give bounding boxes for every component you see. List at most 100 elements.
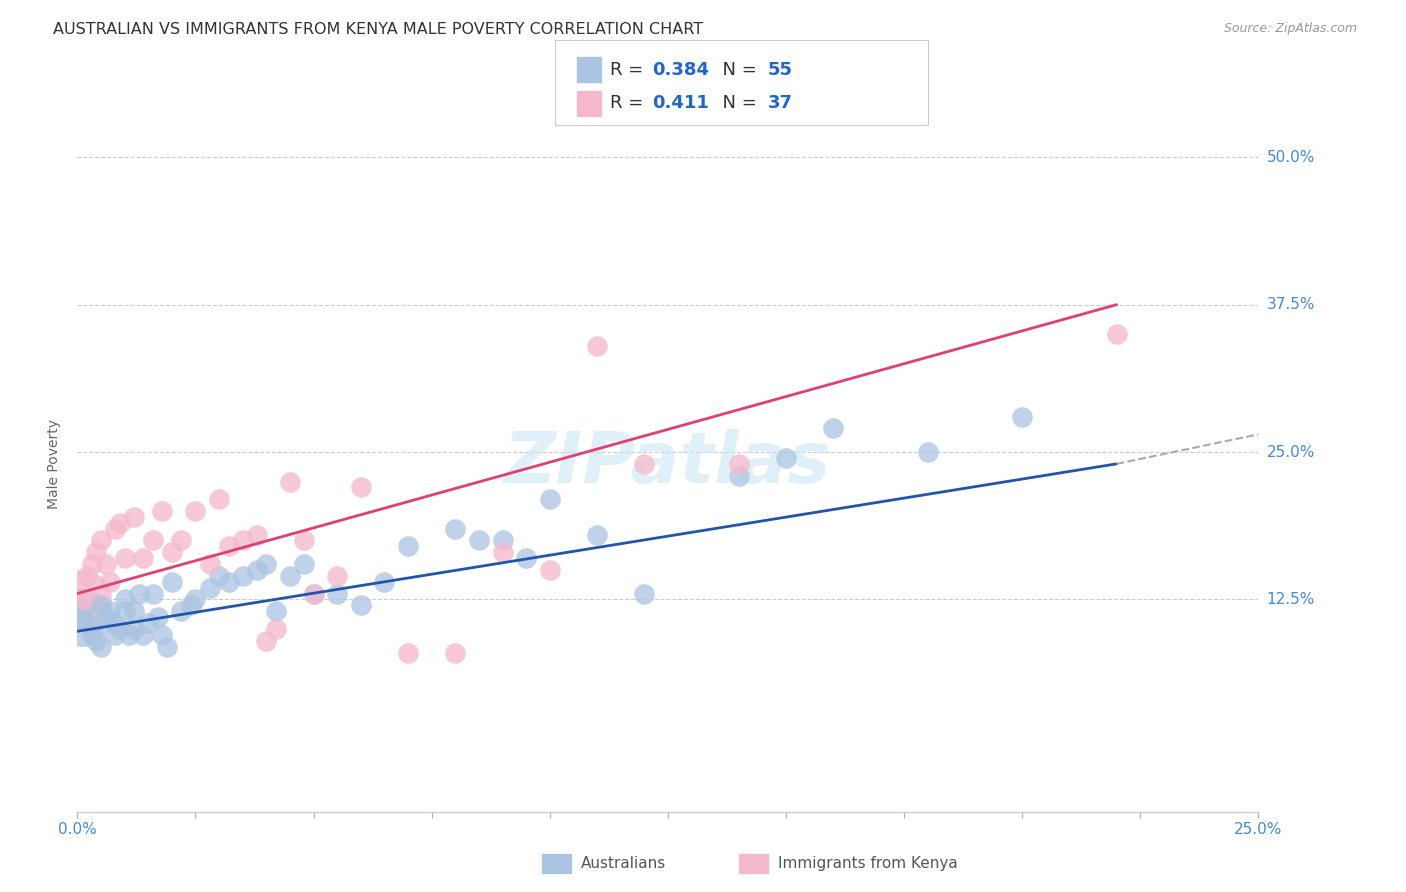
Point: [198, 557, 221, 571]
Point: [246, 527, 269, 541]
Point: [538, 492, 561, 507]
Point: [468, 533, 491, 548]
Point: [156, 640, 179, 654]
Point: [150, 504, 173, 518]
Point: [94, 610, 117, 624]
Text: ZIPatlas: ZIPatlas: [505, 429, 831, 499]
Point: [727, 457, 749, 471]
Point: [278, 475, 301, 489]
Text: 37: 37: [768, 95, 793, 112]
Point: [180, 599, 202, 613]
Point: [444, 646, 467, 660]
Point: [292, 533, 315, 548]
Text: 12.5%: 12.5%: [1267, 592, 1315, 607]
Y-axis label: Male Poverty: Male Poverty: [48, 419, 62, 508]
Point: [76, 615, 98, 630]
Point: [128, 586, 150, 600]
Point: [146, 610, 169, 624]
Point: [302, 586, 325, 600]
Point: [278, 569, 301, 583]
Point: [350, 599, 373, 613]
Point: [114, 592, 136, 607]
Point: [515, 551, 537, 566]
Point: [70, 592, 93, 607]
Text: 0.384: 0.384: [652, 61, 710, 78]
Point: [586, 527, 609, 541]
Point: [84, 545, 107, 559]
Point: [80, 557, 103, 571]
Point: [218, 574, 240, 589]
Text: 55: 55: [768, 61, 793, 78]
Point: [160, 545, 183, 559]
Point: [491, 545, 513, 559]
Text: 37.5%: 37.5%: [1267, 297, 1315, 312]
Point: [264, 622, 287, 636]
Point: [104, 522, 127, 536]
Point: [326, 586, 349, 600]
Point: [94, 557, 117, 571]
Point: [254, 557, 277, 571]
Point: [246, 563, 269, 577]
Text: R =: R =: [610, 61, 650, 78]
Point: [114, 604, 136, 618]
Point: [114, 551, 136, 566]
Point: [118, 628, 141, 642]
Point: [396, 540, 419, 554]
Point: [142, 533, 165, 548]
Point: [538, 563, 561, 577]
Point: [84, 633, 107, 648]
Point: [444, 522, 467, 536]
Point: [70, 592, 93, 607]
Point: [823, 421, 845, 435]
Point: [100, 604, 122, 618]
Text: N =: N =: [711, 95, 763, 112]
Point: [232, 569, 254, 583]
Point: [80, 622, 103, 636]
Point: [80, 628, 103, 642]
Point: [160, 574, 183, 589]
Text: AUSTRALIAN VS IMMIGRANTS FROM KENYA MALE POVERTY CORRELATION CHART: AUSTRALIAN VS IMMIGRANTS FROM KENYA MALE…: [53, 22, 703, 37]
Point: [70, 613, 93, 627]
Point: [1105, 327, 1128, 342]
Point: [132, 628, 155, 642]
Point: [136, 615, 159, 630]
Text: Australians: Australians: [581, 856, 666, 871]
Point: [70, 604, 93, 618]
Point: [208, 569, 231, 583]
Point: [122, 509, 145, 524]
Point: [100, 574, 122, 589]
Point: [373, 574, 395, 589]
Point: [586, 339, 609, 353]
Point: [108, 622, 131, 636]
Text: R =: R =: [610, 95, 655, 112]
Point: [917, 445, 939, 459]
Point: [302, 586, 325, 600]
Text: 0.411: 0.411: [652, 95, 709, 112]
Point: [633, 457, 655, 471]
Point: [104, 615, 127, 630]
Text: Immigrants from Kenya: Immigrants from Kenya: [778, 856, 957, 871]
Point: [132, 551, 155, 566]
Point: [150, 628, 173, 642]
Point: [90, 640, 112, 654]
Point: [142, 586, 165, 600]
Point: [122, 622, 145, 636]
Point: [254, 633, 277, 648]
Point: [184, 592, 207, 607]
Point: [232, 533, 254, 548]
Text: Source: ZipAtlas.com: Source: ZipAtlas.com: [1223, 22, 1357, 36]
Point: [727, 468, 749, 483]
Point: [775, 450, 797, 465]
Point: [104, 628, 127, 642]
Point: [170, 604, 193, 618]
Point: [326, 569, 349, 583]
Point: [292, 557, 315, 571]
Point: [184, 504, 207, 518]
Text: 50.0%: 50.0%: [1267, 150, 1315, 165]
Point: [198, 581, 221, 595]
Point: [90, 599, 112, 613]
Point: [170, 533, 193, 548]
Point: [1011, 409, 1033, 424]
Point: [90, 533, 112, 548]
Point: [350, 480, 373, 494]
